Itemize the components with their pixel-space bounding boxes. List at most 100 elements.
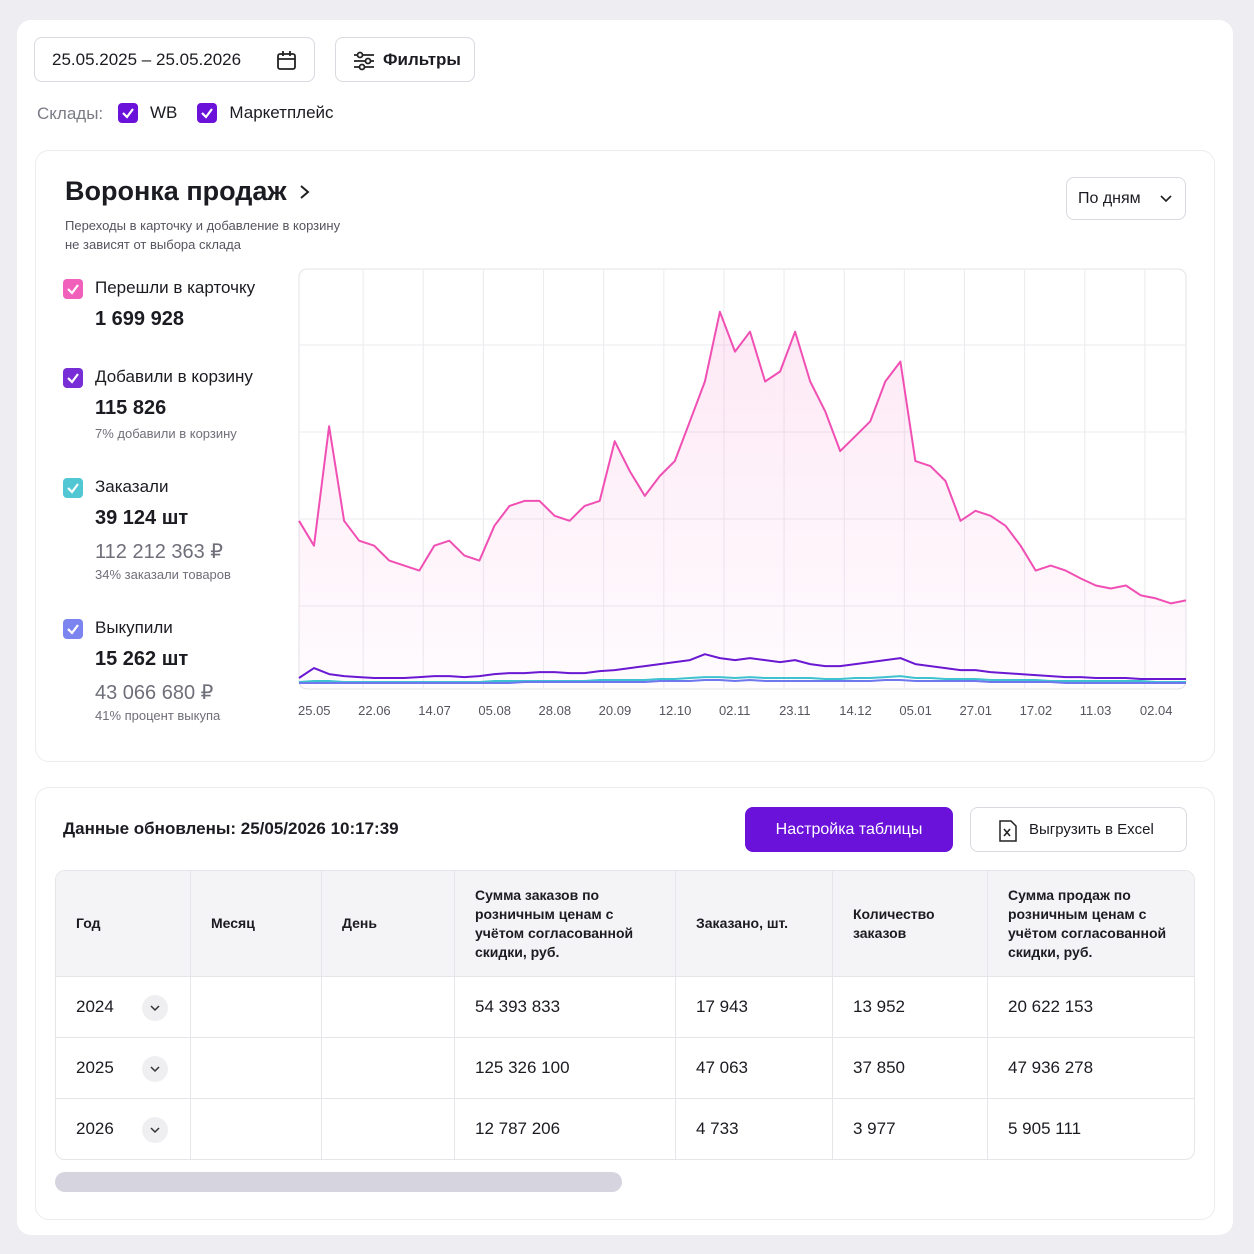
table-cell: 3 977 [833,1099,988,1159]
warehouse-name: Маркетплейс [229,103,334,122]
metric-note: 7% добавили в корзину [95,426,237,441]
data-table: Год Месяц День Сумма заказов по розничным ц… [55,870,1195,1160]
excel-icon [999,820,1017,842]
legend-label: Заказали [95,477,169,496]
empty-cell [322,1099,455,1159]
chevron-icon [150,1127,160,1134]
legend-checkbox[interactable] [63,619,83,639]
checkbox[interactable] [118,103,138,123]
expand-button[interactable] [142,995,168,1021]
chart: 25.05 22.06 14.07 05.08 28.08 20.09 12.10 02.11… [298,268,1187,718]
check-path [201,108,214,119]
column-header[interactable]: День [322,871,455,977]
calendar-icon [277,51,296,70]
metric-amount: 43 066 680 ₽ [95,682,214,704]
column-header[interactable]: Количество заказов [833,871,988,977]
table-cell: 47 936 278 [988,1038,1194,1099]
x-tick-label: 17.02 [1020,703,1053,718]
year-cell: 2025 [56,1038,191,1099]
period-select[interactable]: По дням [1066,177,1186,220]
check-path [67,624,79,635]
year-cell: 2026 [56,1099,191,1159]
year-cell: 2024 [56,977,191,1038]
export-label: Выгрузить в Excel [1029,821,1154,838]
x-tick-label: 20.09 [599,703,632,718]
checkbox[interactable] [197,103,218,123]
legend-checkbox[interactable] [63,478,83,498]
table-cell: 37 850 [833,1038,988,1099]
empty-cell [191,1038,322,1099]
table-cell: 20 622 153 [988,977,1194,1038]
warehouse-name: WB [150,103,178,122]
check-mark [67,284,79,295]
filter-icon [354,51,374,71]
metric-value: 39 124 шт [95,507,189,529]
x-tick-label: 11.03 [1080,703,1112,718]
chevron-path [150,1066,160,1073]
check-mark [67,483,79,494]
table-card [35,787,1215,1220]
table-cell: 4 733 [676,1099,833,1159]
chevron-icon [150,1005,160,1012]
column-header[interactable]: Сумма продаж по розничным ценам с учётом… [988,871,1194,977]
x-tick-label: 05.01 [899,703,932,718]
filters-button[interactable]: Фильтры [335,37,475,82]
expand-button[interactable] [142,1056,168,1082]
check-mark [201,108,214,119]
check-path [67,483,79,494]
expand-button[interactable] [142,1117,168,1143]
warehouses: WB Маркетплейс [118,103,334,123]
date-picker[interactable]: 25.05.2025 – 25.05.2026 [34,37,315,82]
metric-value: 1 699 928 [95,308,184,330]
dropdown-icon [1160,195,1172,203]
x-tick-label: 02.04 [1140,703,1173,718]
x-tick-label: 12.10 [659,703,692,718]
x-tick-label: 14.07 [418,703,451,718]
legend-label: Выкупили [95,618,173,637]
x-tick-label: 22.06 [358,703,391,718]
settings-button[interactable]: Настройка таблицы [745,807,953,852]
line [298,310,1187,605]
area [299,311,1186,688]
legend-checkbox[interactable] [63,279,83,299]
check-path [122,108,134,119]
check-path [67,373,79,384]
metric-note: 41% процент выкупа [95,708,221,723]
x-tick-label: 05.08 [478,703,511,718]
check-mark [122,108,134,119]
updated-at: Данные обновлены: 25/05/2026 10:17:39 [63,819,399,838]
year: 2025 [76,1058,114,1077]
legend-checkbox[interactable] [63,368,83,388]
column-header[interactable]: Сумма заказов по розничным ценам с учёто… [455,871,676,977]
legend-label: Добавили в корзину [95,367,253,386]
table-cell: 125 326 100 [455,1038,676,1099]
table-cell: 47 063 [676,1038,833,1099]
subtitle-line: не зависят от выбора склада [65,237,241,252]
date-range: 25.05.2025 – 25.05.2026 [52,49,242,69]
column-header[interactable]: Год [56,871,191,977]
chevron-path [150,1127,160,1134]
column-header[interactable]: Заказано, шт. [676,871,833,977]
title-arrow [300,185,310,199]
subtitle-line: Переходы в карточку и добавление в корзи… [65,218,341,233]
x-tick-label: 14.12 [839,703,872,718]
filters-label: Фильтры [383,49,461,69]
chevron-icon [150,1066,160,1073]
funnel-title[interactable]: Воронка продаж [65,176,287,206]
year: 2024 [76,997,114,1016]
metric-note: 34% заказали товаров [95,567,231,582]
scrollbar[interactable] [55,1172,622,1192]
check-mark [67,624,79,635]
check-mark [67,373,79,384]
export-button[interactable]: Выгрузить в Excel [970,807,1187,852]
empty-cell [322,977,455,1038]
x-tick-label: 28.08 [539,703,572,718]
chevron-path [150,1005,160,1012]
column-header[interactable]: Месяц [191,871,322,977]
year: 2026 [76,1119,114,1138]
empty-cell [322,1038,455,1099]
empty-cell [191,1099,322,1159]
table-cell: 5 905 111 [988,1099,1194,1159]
table-cell: 17 943 [676,977,833,1038]
